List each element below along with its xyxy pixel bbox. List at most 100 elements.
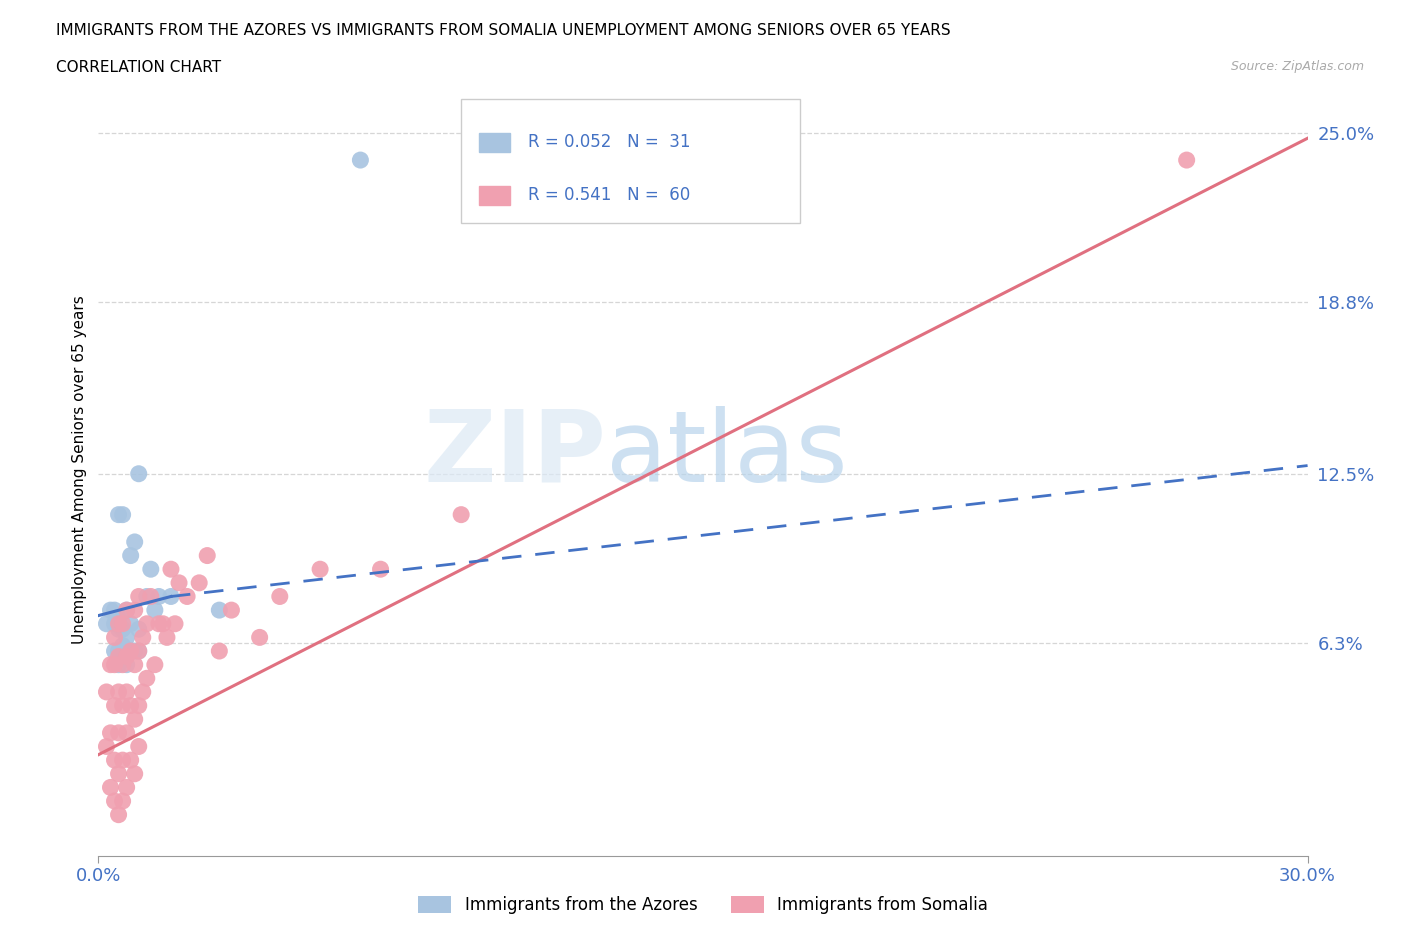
- Text: Source: ZipAtlas.com: Source: ZipAtlas.com: [1230, 60, 1364, 73]
- Point: [143, 603, 166, 618]
- Point: [135, 671, 157, 685]
- Point: [152, 617, 174, 631]
- Y-axis label: Unemployment Among Seniors over 65 years: Unemployment Among Seniors over 65 years: [72, 296, 87, 644]
- Point: [103, 658, 125, 672]
- Point: [208, 603, 231, 618]
- Point: [107, 622, 129, 637]
- Point: [128, 739, 150, 754]
- Point: [100, 780, 122, 795]
- Point: [124, 766, 146, 781]
- Point: [103, 752, 125, 767]
- Point: [135, 617, 157, 631]
- Point: [128, 644, 150, 658]
- Point: [120, 644, 142, 658]
- Point: [103, 793, 125, 808]
- Point: [120, 548, 142, 563]
- Point: [450, 507, 472, 522]
- Point: [195, 548, 218, 563]
- Point: [107, 658, 129, 672]
- Text: IMMIGRANTS FROM THE AZORES VS IMMIGRANTS FROM SOMALIA UNEMPLOYMENT AMONG SENIORS: IMMIGRANTS FROM THE AZORES VS IMMIGRANTS…: [56, 23, 950, 38]
- Point: [148, 589, 170, 604]
- Point: [100, 658, 122, 672]
- Point: [115, 603, 138, 618]
- Point: [132, 684, 155, 699]
- FancyBboxPatch shape: [479, 186, 509, 206]
- Point: [167, 576, 190, 591]
- Point: [160, 589, 183, 604]
- Point: [107, 766, 129, 781]
- Point: [128, 622, 150, 637]
- Point: [124, 603, 146, 618]
- Point: [96, 617, 118, 631]
- Point: [107, 611, 129, 626]
- Point: [188, 576, 211, 591]
- Point: [107, 617, 129, 631]
- Point: [370, 562, 392, 577]
- Text: CORRELATION CHART: CORRELATION CHART: [56, 60, 221, 75]
- Point: [111, 622, 134, 637]
- Point: [1175, 153, 1198, 167]
- Legend: Immigrants from the Azores, Immigrants from Somalia: Immigrants from the Azores, Immigrants f…: [411, 889, 995, 921]
- FancyBboxPatch shape: [479, 133, 509, 152]
- FancyBboxPatch shape: [461, 100, 800, 222]
- Point: [103, 630, 125, 644]
- Point: [115, 649, 138, 664]
- Point: [96, 684, 118, 699]
- Point: [269, 589, 291, 604]
- Point: [107, 649, 129, 664]
- Point: [120, 617, 142, 631]
- Point: [107, 507, 129, 522]
- Point: [107, 725, 129, 740]
- Point: [148, 617, 170, 631]
- Point: [107, 644, 129, 658]
- Point: [160, 562, 183, 577]
- Point: [111, 698, 134, 713]
- Point: [115, 684, 138, 699]
- Point: [132, 630, 155, 644]
- Point: [115, 780, 138, 795]
- Point: [115, 630, 138, 644]
- Point: [120, 644, 142, 658]
- Point: [124, 711, 146, 726]
- Point: [124, 644, 146, 658]
- Point: [107, 684, 129, 699]
- Point: [96, 739, 118, 754]
- Point: [115, 658, 138, 672]
- Text: atlas: atlas: [606, 405, 848, 503]
- Point: [309, 562, 332, 577]
- Text: R = 0.052   N =  31: R = 0.052 N = 31: [527, 133, 690, 152]
- Point: [124, 658, 146, 672]
- Point: [103, 617, 125, 631]
- Point: [103, 698, 125, 713]
- Point: [111, 793, 134, 808]
- Point: [120, 698, 142, 713]
- Point: [135, 589, 157, 604]
- Point: [208, 644, 231, 658]
- Point: [100, 725, 122, 740]
- Point: [139, 562, 162, 577]
- Point: [163, 617, 186, 631]
- Point: [128, 644, 150, 658]
- Point: [128, 589, 150, 604]
- Point: [103, 644, 125, 658]
- Text: ZIP: ZIP: [423, 405, 606, 503]
- Text: R = 0.541   N =  60: R = 0.541 N = 60: [527, 187, 690, 205]
- Point: [124, 535, 146, 550]
- Point: [115, 603, 138, 618]
- Point: [128, 466, 150, 481]
- Point: [249, 630, 271, 644]
- Point: [111, 617, 134, 631]
- Point: [111, 752, 134, 767]
- Point: [156, 630, 179, 644]
- Point: [128, 698, 150, 713]
- Point: [139, 589, 162, 604]
- Point: [120, 752, 142, 767]
- Point: [115, 725, 138, 740]
- Point: [100, 603, 122, 618]
- Point: [349, 153, 371, 167]
- Point: [111, 638, 134, 653]
- Point: [221, 603, 243, 618]
- Point: [176, 589, 198, 604]
- Point: [143, 658, 166, 672]
- Point: [103, 603, 125, 618]
